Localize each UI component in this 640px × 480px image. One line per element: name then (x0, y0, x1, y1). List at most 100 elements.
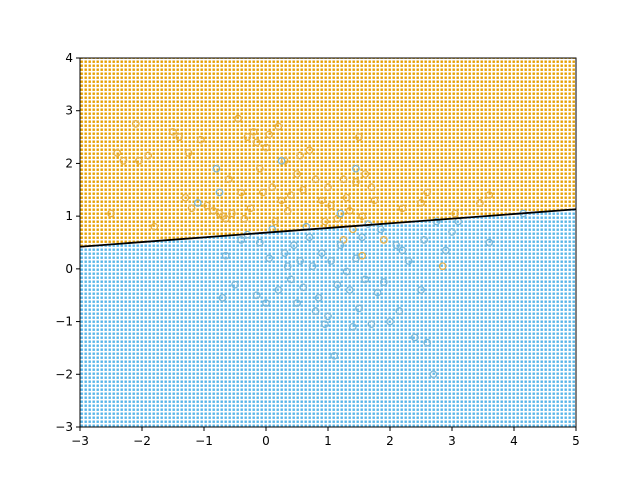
decision-boundary-line (79, 208, 577, 248)
point-upper (358, 212, 366, 220)
point-upper (451, 209, 459, 218)
point-lower (305, 233, 314, 242)
point-upper (417, 199, 425, 207)
point-lower (221, 251, 230, 260)
x-tick-label: 5 (572, 434, 580, 448)
point-upper (324, 183, 332, 191)
point-upper (131, 120, 140, 128)
point-upper (221, 214, 230, 223)
point-upper (367, 183, 376, 191)
point-upper (197, 135, 205, 144)
point-upper (150, 222, 159, 231)
point-upper (296, 151, 304, 160)
point-lower (308, 262, 317, 271)
point-upper (438, 262, 447, 271)
point-upper (209, 207, 218, 215)
x-tick-label: −3 (71, 434, 89, 448)
point-upper (379, 236, 388, 244)
point-upper (135, 156, 143, 165)
point-lower (280, 249, 289, 257)
y-tick-label: 3 (65, 104, 73, 118)
point-upper (423, 188, 432, 197)
point-upper (262, 143, 270, 152)
point-upper (184, 149, 193, 157)
x-axis: −3 −2 −1 0 1 2 3 4 5 (71, 427, 580, 448)
point-lower (432, 217, 441, 226)
point-lower (352, 254, 360, 263)
point-upper (299, 185, 308, 194)
point-upper (293, 170, 301, 178)
y-tick-label: −3 (55, 420, 73, 434)
y-tick-label: 0 (65, 262, 73, 276)
point-upper (175, 133, 184, 141)
point-upper (113, 149, 122, 157)
point-lower (352, 164, 360, 173)
point-upper (352, 178, 360, 186)
point-upper (169, 127, 177, 136)
point-upper (311, 175, 320, 184)
region-lower (80, 209, 576, 427)
point-lower (417, 286, 425, 294)
point-upper (398, 204, 407, 213)
x-tick-label: 1 (324, 434, 332, 448)
point-upper (476, 199, 484, 207)
point-lower (317, 249, 326, 257)
point-upper (243, 133, 252, 141)
point-upper (370, 196, 379, 205)
point-upper (265, 130, 273, 139)
plot-area (79, 58, 577, 427)
point-lower (485, 238, 494, 247)
point-upper (203, 201, 211, 210)
point-upper (255, 164, 264, 173)
point-lower (311, 307, 320, 315)
point-lower (215, 188, 224, 197)
point-lower (336, 209, 345, 218)
point-lower (404, 257, 413, 265)
x-tick-label: 3 (448, 434, 456, 448)
x-tick-label: 2 (386, 434, 394, 448)
y-tick-label: 4 (65, 51, 73, 65)
point-upper (305, 146, 314, 155)
point-upper (345, 207, 354, 215)
point-upper (283, 207, 292, 215)
point-lower (336, 241, 345, 249)
point-lower (376, 225, 385, 234)
point-upper (249, 127, 258, 136)
point-lower (355, 304, 363, 313)
point-lower (255, 238, 264, 247)
y-tick-label: −1 (55, 315, 73, 329)
point-lower (252, 291, 261, 300)
point-lower (277, 156, 286, 165)
y-tick-label: −2 (55, 367, 73, 381)
point-upper (252, 138, 261, 147)
point-lower (237, 236, 246, 244)
point-lower (345, 286, 354, 294)
point-lower (324, 312, 332, 321)
point-upper (342, 193, 351, 202)
point-upper (107, 209, 115, 218)
point-lower (423, 338, 432, 347)
point-lower (262, 299, 270, 307)
point-lower (420, 236, 428, 244)
point-lower (410, 333, 419, 342)
x-tick-label: −2 (133, 434, 151, 448)
region-upper (80, 58, 576, 247)
point-lower (392, 241, 401, 249)
point-upper (234, 114, 242, 123)
point-upper (280, 156, 289, 165)
point-lower (429, 370, 438, 379)
point-lower (386, 317, 394, 326)
x-tick-label: −1 (195, 434, 213, 448)
point-upper (485, 191, 494, 199)
point-upper (240, 214, 249, 223)
point-upper (181, 193, 190, 202)
point-lower (286, 275, 295, 284)
point-upper (361, 170, 370, 178)
point-upper (228, 209, 236, 218)
point-lower (296, 257, 304, 265)
point-lower (265, 254, 273, 263)
data-points (107, 114, 528, 379)
point-lower (231, 280, 239, 289)
boundary-layer (79, 208, 577, 248)
